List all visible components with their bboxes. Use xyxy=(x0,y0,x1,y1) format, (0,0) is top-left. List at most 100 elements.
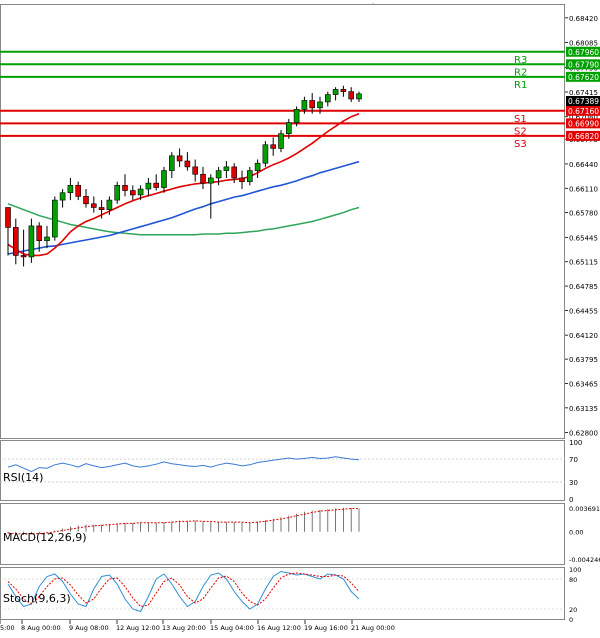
bear-candle xyxy=(184,160,191,168)
bear-candle xyxy=(122,185,128,191)
time-tick-label: 13 Aug 20:00 xyxy=(162,624,206,632)
level-name-r3: R3 xyxy=(514,55,527,66)
bear-candle xyxy=(200,173,206,184)
bull-candle xyxy=(332,89,339,95)
bear-candle xyxy=(192,166,198,175)
bear-candle xyxy=(309,100,316,109)
bull-candle xyxy=(223,166,230,171)
bull-candle xyxy=(324,94,331,103)
level-tag-r2 xyxy=(566,59,600,70)
bull-candle xyxy=(145,182,152,190)
current-price-tag xyxy=(566,96,600,106)
price-tick-label: 0.64455 xyxy=(569,307,598,315)
bull-candle xyxy=(51,199,58,238)
time-tick-label: 16 Aug 12:00 xyxy=(257,624,301,632)
macd-tick-label: 0.003691 xyxy=(569,505,600,513)
price-tick-label: 0.67080 xyxy=(569,114,598,122)
price-tick-label: 0.63135 xyxy=(569,405,598,413)
bear-candle xyxy=(153,182,159,188)
stoch-title: Stoch(9,6,3) xyxy=(3,592,71,605)
price-tick-label: 0.67415 xyxy=(569,89,598,97)
macd-tick-label: 0.00 xyxy=(569,529,583,537)
stoch-pane-frame xyxy=(0,567,565,620)
bull-candle xyxy=(262,144,269,164)
macd-title: MACD(12,26,9) xyxy=(3,531,87,544)
ma-fast-line xyxy=(7,112,360,257)
bull-candle xyxy=(169,155,175,171)
current-price-label: 0.67389 xyxy=(568,97,599,106)
bear-candle xyxy=(13,227,19,256)
level-tag-label: 0.67620 xyxy=(568,73,599,82)
price-tick-label: 0.65115 xyxy=(569,259,598,267)
level-name-r1: R1 xyxy=(514,80,527,91)
price-tick-label: 0.63465 xyxy=(569,380,598,388)
macd-signal-line xyxy=(7,508,359,535)
bull-candle xyxy=(254,162,261,171)
stoch-tick-label: 20 xyxy=(569,606,577,614)
price-tick-label: 0.64120 xyxy=(569,332,598,340)
bull-candle xyxy=(278,133,284,149)
rsi-pane-frame xyxy=(0,440,565,501)
bear-candle xyxy=(270,144,277,149)
bull-candle xyxy=(301,100,308,110)
bull-candle xyxy=(293,109,300,123)
bear-candle xyxy=(98,207,105,210)
bear-candle xyxy=(348,91,355,100)
stoch-tick-label: 100 xyxy=(569,566,581,574)
level-tag-label: 0.66820 xyxy=(568,132,599,141)
level-tag-s2 xyxy=(566,118,600,129)
bear-candle xyxy=(231,166,237,179)
level-tag-r1 xyxy=(566,71,600,82)
bull-candle xyxy=(215,170,222,179)
rsi-tick-label: 70 xyxy=(569,456,578,464)
time-axis: 5:00 8 Aug 00:00 9 Aug 08:00 12 Aug 12:00 13… xyxy=(0,620,395,632)
rsi-title: RSI(14) xyxy=(3,471,43,484)
level-tag-label: 0.67790 xyxy=(568,60,599,69)
level-tag-label: 0.67960 xyxy=(568,48,599,57)
level-name-r2: R2 xyxy=(514,67,527,78)
stoch-tick-label: 0 xyxy=(569,616,573,624)
level-name-s2: S2 xyxy=(514,126,527,137)
price-pane-frame xyxy=(0,4,565,439)
level-tag-s3 xyxy=(566,130,600,141)
level-tag-s1 xyxy=(566,105,600,116)
bull-candle xyxy=(114,185,120,201)
price-tick-label: 0.65445 xyxy=(569,234,598,242)
level-name-s3: S3 xyxy=(514,139,527,150)
bull-candle xyxy=(317,101,323,109)
price-tick-label: 0.66110 xyxy=(569,185,598,193)
level-price-tags: 0.67960 0.67790 0.67620 0.67160 0.66990 0.668… xyxy=(566,46,600,141)
rsi-tick-label: 0 xyxy=(569,496,573,504)
macd-tick-label: -0.004246 xyxy=(569,556,600,564)
price-tick-label: 0.64785 xyxy=(569,283,598,291)
bear-candle xyxy=(75,185,81,197)
price-tick-label: 0.63795 xyxy=(569,356,598,364)
level-name-s1: S1 xyxy=(514,114,527,125)
bear-candle xyxy=(239,177,245,182)
bull-candle xyxy=(67,185,74,194)
time-tick-label: 8 Aug 00:00 xyxy=(21,624,61,632)
rsi-line xyxy=(7,456,360,473)
bear-candle xyxy=(340,89,347,92)
bear-candle xyxy=(130,190,136,196)
moving-averages xyxy=(7,112,360,257)
bull-candle xyxy=(161,170,167,188)
time-tick-label: 19 Aug 16:00 xyxy=(304,624,348,632)
bull-candle xyxy=(247,170,253,182)
rsi-pane: 100 70 30 0 xyxy=(0,439,582,504)
time-tick-label: 5:00 xyxy=(0,624,15,632)
ma-mid-line xyxy=(7,160,360,255)
rsi-tick-label: 30 xyxy=(569,479,578,487)
bear-candle xyxy=(91,203,97,208)
time-tick-label: 21 Aug 00:00 xyxy=(351,624,395,632)
bear-candle xyxy=(83,196,89,205)
price-tick-label: 0.65780 xyxy=(569,210,598,218)
time-tick-label: 15 Aug 04:00 xyxy=(210,624,254,632)
bull-candle xyxy=(44,236,50,241)
candles xyxy=(5,85,362,267)
macd-pane: 0.003691 0.00 -0.004246 xyxy=(7,505,600,564)
ma-slow-line xyxy=(7,203,360,236)
